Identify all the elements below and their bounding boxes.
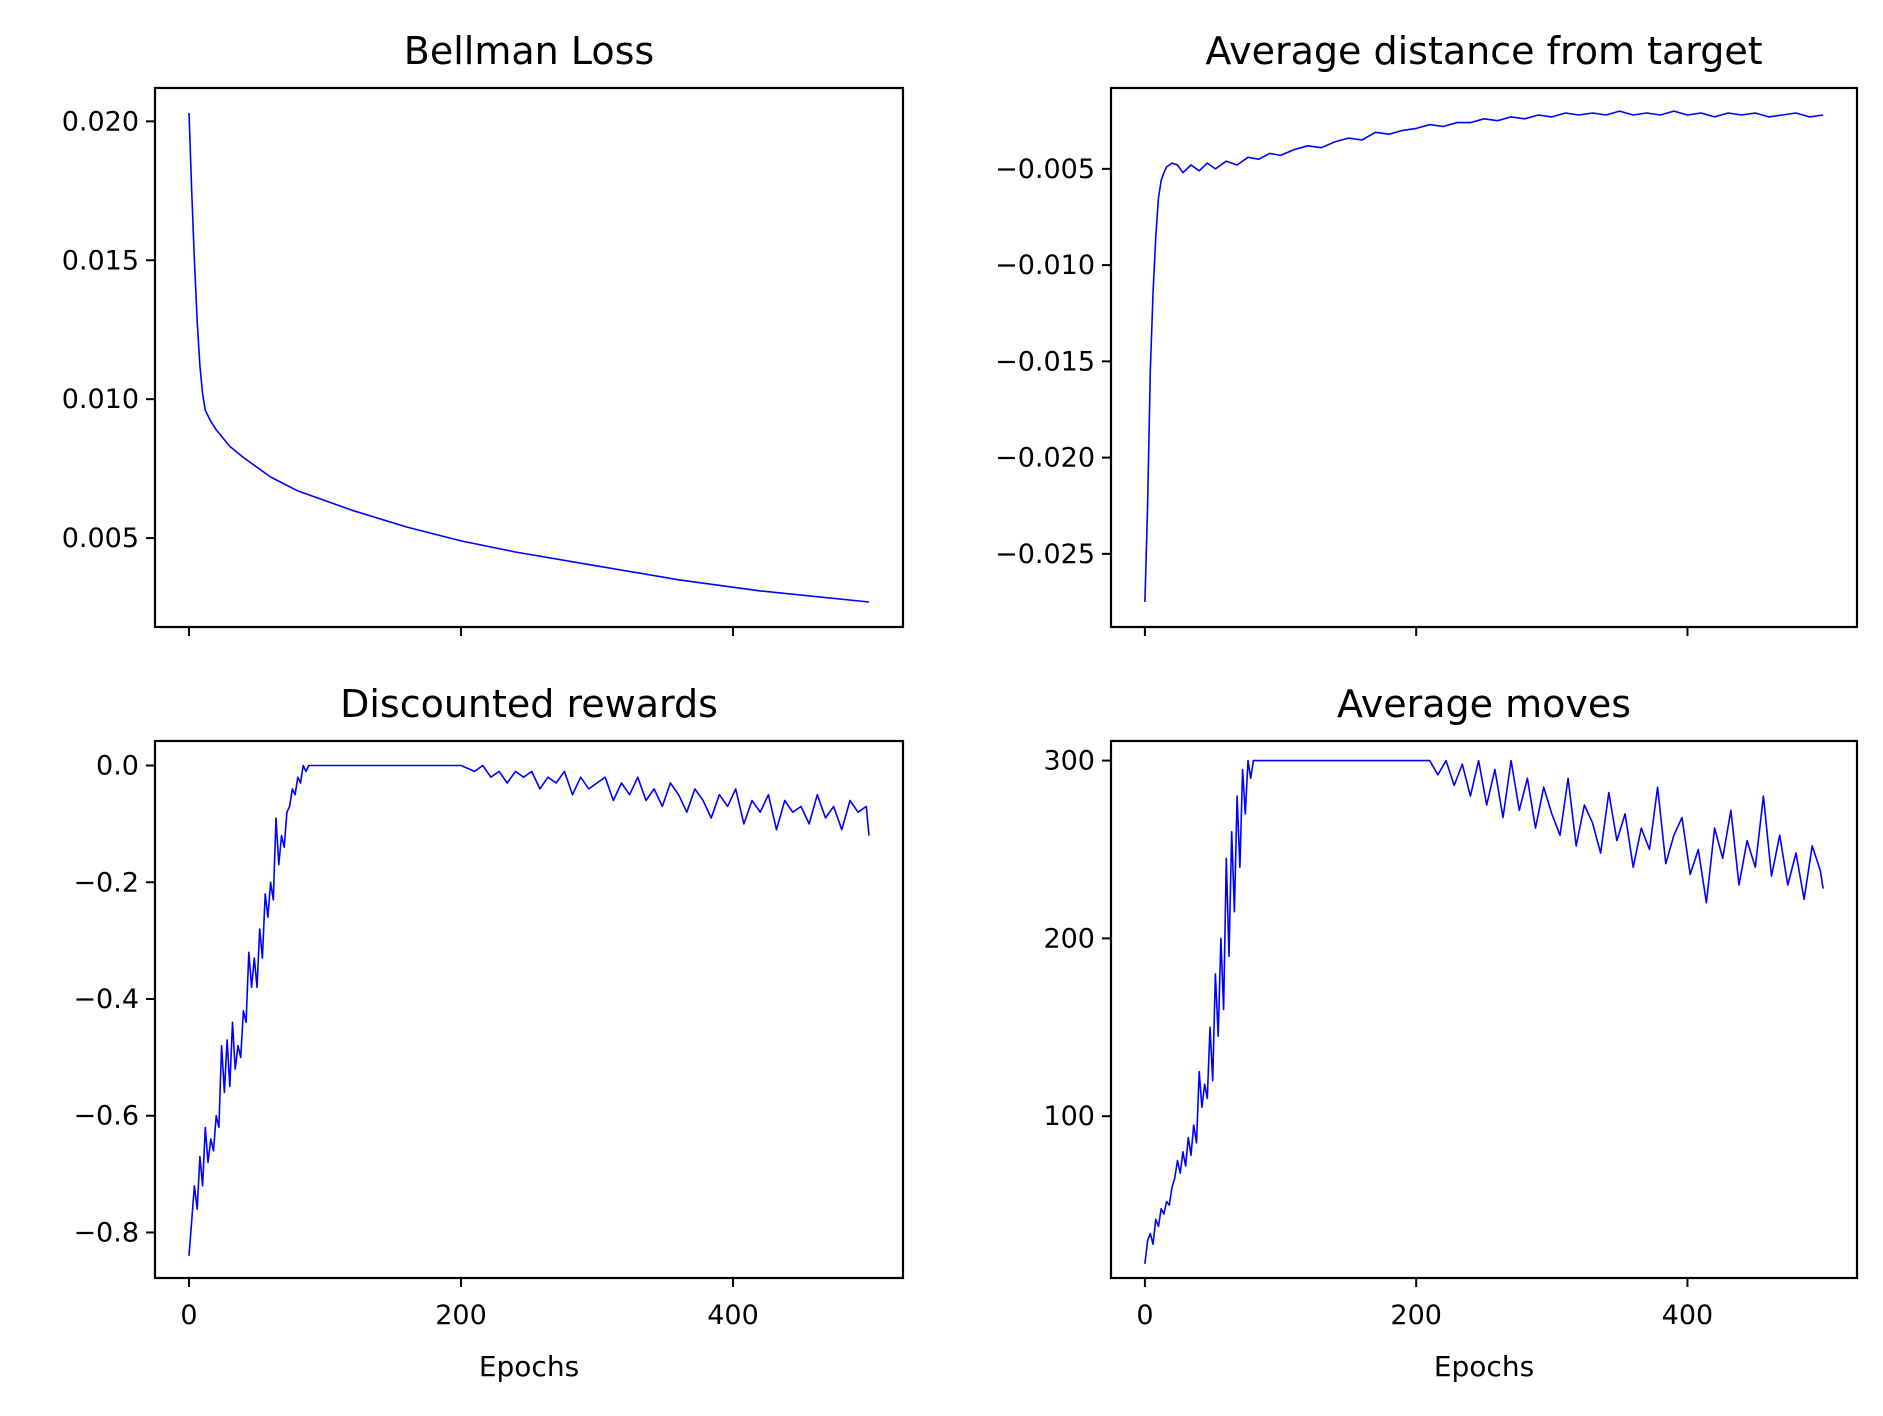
average-distance-title: Average distance from target <box>1205 29 1762 73</box>
average-moves-xtick-label: 400 <box>1662 1300 1714 1331</box>
bellman-loss-chart: Bellman Loss 0.005 0.010 0.015 0.020 <box>62 29 905 636</box>
bellman-loss-ytick-label: 0.020 <box>62 106 139 137</box>
discounted-rewards-xtick-label: 0 <box>180 1300 197 1331</box>
average-moves-xtick-label: 0 <box>1136 1300 1153 1331</box>
discounted-rewards-title: Discounted rewards <box>340 682 718 726</box>
discounted-rewards-chart: Discounted rewards −0.8 −0.6 −0.4 −0.2 0.0 0 20… <box>73 682 905 1383</box>
average-moves-frame <box>1109 739 1859 1280</box>
average-distance-frame <box>1109 86 1859 629</box>
average-moves-title: Average moves <box>1337 682 1631 726</box>
bellman-loss-ytick-label: 0.015 <box>62 245 139 276</box>
average-distance-ytick-label: −0.010 <box>995 250 1095 281</box>
average-distance-series-line <box>1144 110 1824 603</box>
average-distance-chart: Average distance from target −0.025 −0.020… <box>995 29 1859 636</box>
bellman-loss-series-line <box>188 112 870 603</box>
average-moves-ytick-label: 100 <box>1043 1101 1095 1132</box>
average-moves-ytick-label: 200 <box>1043 923 1095 954</box>
discounted-rewards-ytick-label: −0.4 <box>73 984 139 1015</box>
bellman-loss-ytick-label: 0.010 <box>62 384 139 415</box>
discounted-rewards-ytick-label: −0.2 <box>73 867 139 898</box>
discounted-rewards-frame <box>153 739 905 1280</box>
discounted-rewards-ytick-label: 0.0 <box>96 751 139 782</box>
bellman-loss-ytick-label: 0.005 <box>62 523 139 554</box>
average-moves-xlabel: Epochs <box>1434 1350 1534 1383</box>
average-distance-ytick-label: −0.015 <box>995 346 1095 377</box>
average-distance-ytick-label: −0.025 <box>995 539 1095 570</box>
average-moves-chart: Average moves 100 200 300 0 200 400 Epochs <box>1043 682 1859 1383</box>
average-moves-xtick-label: 200 <box>1390 1300 1442 1331</box>
discounted-rewards-xtick-label: 200 <box>435 1300 487 1331</box>
average-distance-ytick-label: −0.020 <box>995 443 1095 474</box>
bellman-loss-frame <box>153 86 905 629</box>
discounted-rewards-series-line <box>188 764 870 1256</box>
average-moves-series-line <box>1144 759 1824 1264</box>
discounted-rewards-xlabel: Epochs <box>479 1350 579 1383</box>
discounted-rewards-ytick-label: −0.6 <box>73 1101 139 1132</box>
discounted-rewards-xtick-label: 400 <box>707 1300 759 1331</box>
average-distance-ytick-label: −0.005 <box>995 154 1095 185</box>
discounted-rewards-ytick-label: −0.8 <box>73 1217 139 1248</box>
bellman-loss-title: Bellman Loss <box>404 29 654 73</box>
average-moves-ytick-label: 300 <box>1043 746 1095 777</box>
